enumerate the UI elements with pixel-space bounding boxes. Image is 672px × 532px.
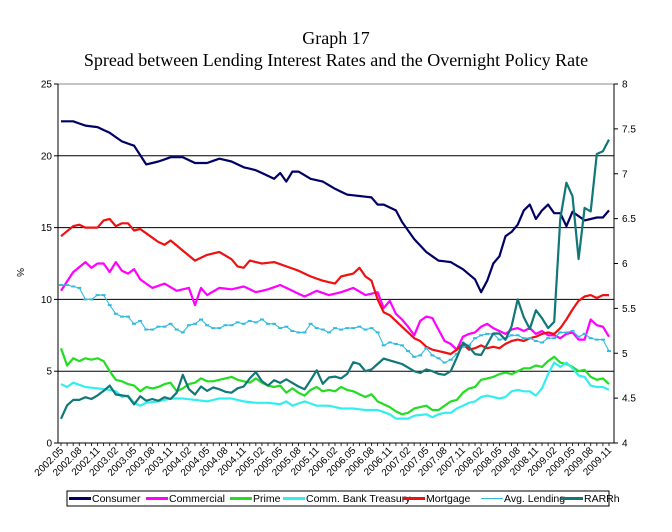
legend-label-comm-bank-treasury: Comm. Bank Treasury: [306, 493, 411, 505]
chart-subtitle: Spread between Lending Interest Rates an…: [83, 50, 589, 70]
y-tick-label: 20: [41, 151, 53, 162]
legend-label-consumer: Consumer: [92, 493, 141, 505]
y2-tick-label: 5: [622, 349, 628, 360]
legend-label-rarrh: RARRh: [584, 493, 620, 505]
legend-label-prime: Prime: [253, 493, 281, 505]
series-line-rarrh: [59, 139, 610, 420]
chart-title: Graph 17: [302, 28, 370, 48]
legend: Consumer Commercial Prime Comm. Bank Treasu…: [66, 490, 620, 507]
legend-label-avg-lending: Avg. Lending: [504, 493, 565, 505]
gridlines: [58, 83, 614, 372]
legend-label-mortgage: Mortgage: [426, 493, 471, 505]
y2-tick-label: 4.5: [622, 394, 636, 405]
y-tick-label: 0: [46, 439, 52, 450]
series-line-commercial: [60, 261, 610, 351]
y-tick-label: 25: [41, 80, 53, 91]
series-lines: [59, 120, 611, 420]
y2-tick-label: 5.5: [622, 304, 636, 315]
y2-tick-label: 6: [622, 259, 628, 270]
axes: 051015202544.555.566.577.582002.052002.0…: [33, 80, 637, 479]
series-line-consumer: [61, 120, 610, 294]
y2-tick-label: 6.5: [622, 214, 636, 225]
y-tick-label: 10: [41, 295, 53, 306]
y-tick-label: 5: [46, 367, 52, 378]
legend-label-commercial: Commercial: [169, 493, 225, 505]
y2-tick-label: 8: [622, 80, 628, 91]
series-line-comm-bank-treasury: [60, 361, 610, 420]
y2-tick-label: 7.5: [622, 124, 636, 135]
series-line-mortgage: [60, 217, 609, 356]
legend-box: [66, 490, 610, 507]
y-axis-label: %: [14, 268, 25, 277]
y2-tick-label: 7: [622, 169, 628, 180]
series-line-prime: [59, 347, 610, 416]
y2-tick-label: 4: [622, 439, 628, 450]
y-tick-label: 15: [41, 223, 53, 234]
